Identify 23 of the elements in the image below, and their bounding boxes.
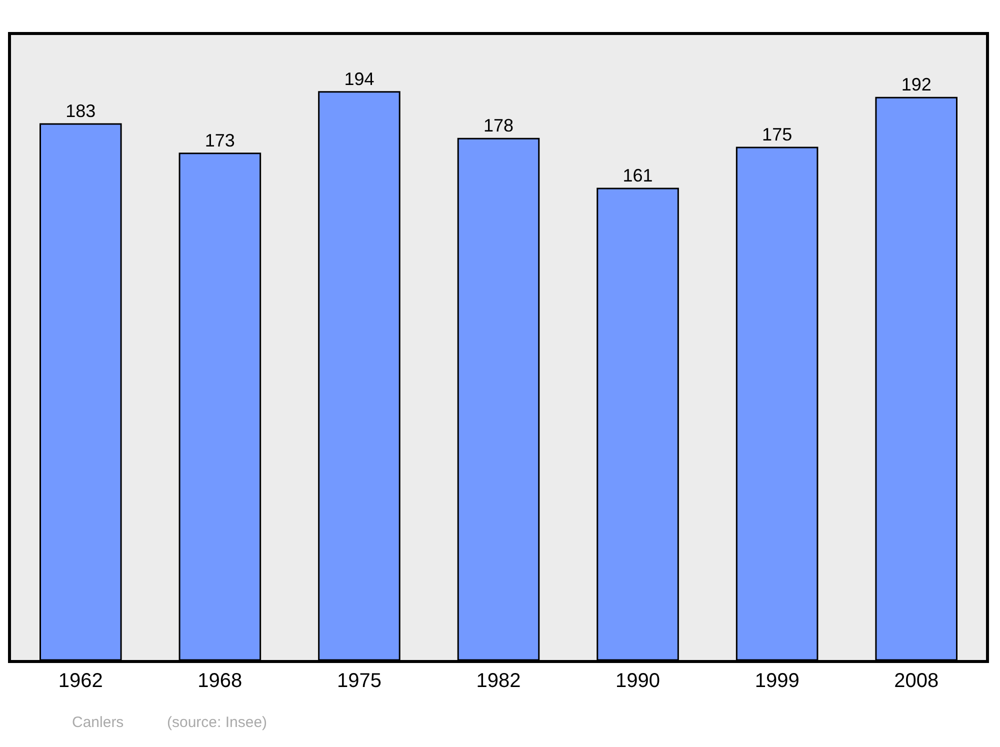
text: (source: Insee): [167, 714, 268, 731]
data-label: 183: [66, 101, 96, 122]
bar: [596, 188, 679, 660]
data-label: 173: [204, 130, 235, 150]
bar: [40, 123, 122, 660]
data-label: 194: [344, 68, 374, 89]
x-tick-label: 1982: [476, 670, 521, 692]
x-tick-label: 1990: [616, 670, 660, 692]
x-tick-label: 1962: [58, 670, 103, 692]
text: Canlers: [72, 714, 124, 731]
x-tick-label: 1999: [754, 670, 800, 692]
x-tick-label: 1968: [198, 670, 242, 692]
bar: [736, 146, 818, 660]
x-tick-label: 2008: [894, 670, 939, 692]
data-label: 178: [483, 116, 514, 136]
bar: [875, 96, 958, 660]
data-label: 161: [622, 165, 653, 186]
bar: [178, 152, 262, 660]
bar: [457, 138, 540, 660]
bar: [318, 91, 400, 660]
data-label: 175: [762, 124, 792, 144]
data-label: 192: [901, 74, 932, 95]
x-tick-label: 1975: [336, 670, 382, 692]
